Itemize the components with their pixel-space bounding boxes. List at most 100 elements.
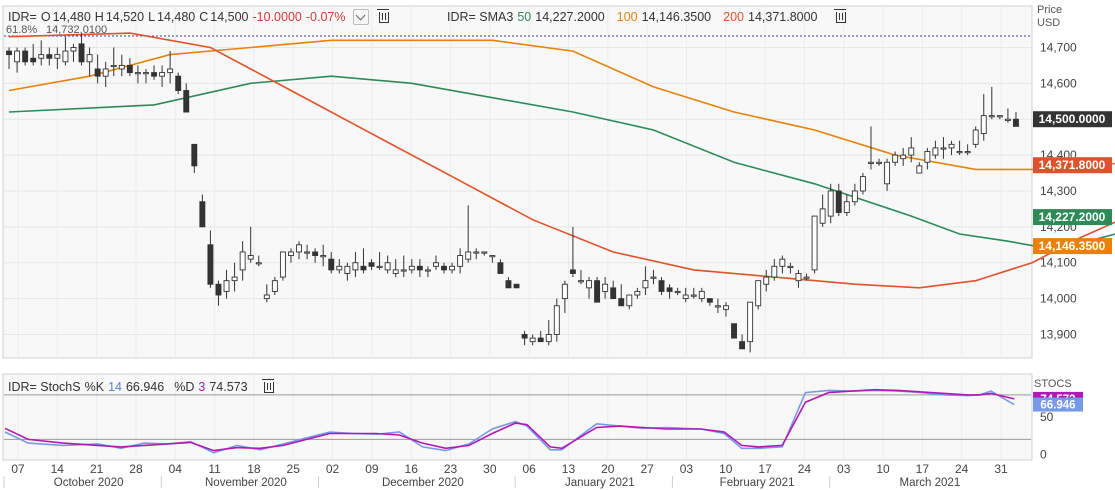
last-value-text: 14,146.3500 <box>1039 239 1106 253</box>
candle-body <box>578 280 584 283</box>
sma-legend: IDR= SMA3 50 14,227.2000 100 14,146.3500… <box>447 8 850 26</box>
candle-body <box>1004 118 1011 121</box>
candle-body <box>634 290 641 296</box>
stoch-value-tag <box>1033 397 1083 412</box>
month-label: January 2021 <box>565 477 635 489</box>
sma50-period: 50 <box>517 10 532 24</box>
stoch-value-text: 66.946 <box>1040 400 1075 412</box>
candle-body <box>755 280 762 307</box>
price-tick-label: 14,000 <box>1040 292 1077 306</box>
candle-body <box>642 280 649 289</box>
candle-body <box>408 265 415 271</box>
candle-body <box>102 68 109 77</box>
candle-body <box>940 147 947 150</box>
stoch-d-period: 3 <box>198 380 206 394</box>
candle-body <box>529 337 536 343</box>
candle-body <box>247 255 254 260</box>
week-tick-label: 27 <box>640 462 654 476</box>
candle-body <box>70 47 77 52</box>
week-tick-label: 03 <box>837 462 851 476</box>
candle-body <box>771 265 778 278</box>
candle-body <box>908 147 915 156</box>
candle-body <box>223 280 230 292</box>
stoch-grid <box>4 375 1031 459</box>
candle-body <box>723 305 729 310</box>
candle-body <box>336 265 343 271</box>
stoch-d-label: %D <box>174 380 195 394</box>
candle-body <box>465 251 472 260</box>
last-value-text: 14,500.0000 <box>1039 112 1106 126</box>
legend-change: -10.0000 <box>252 10 302 24</box>
sma200-period: 200 <box>723 10 744 24</box>
candle-body <box>569 269 576 274</box>
price-tick-label: 14,100 <box>1040 256 1077 270</box>
candle-body <box>948 143 955 149</box>
sma-line-2 <box>8 39 1115 171</box>
candle-body <box>46 54 53 59</box>
fib-value-label: 14,732.0100 <box>46 24 107 36</box>
candle-body <box>674 290 681 294</box>
candle-body <box>594 280 601 303</box>
candle-body <box>457 255 464 267</box>
candle-body <box>658 280 665 292</box>
candle-body <box>110 64 117 68</box>
candle-body <box>143 72 149 75</box>
week-tick-label: 23 <box>444 462 458 476</box>
main-legend: IDR= O 14,480 H 14,520 L 14,480 C 14,500… <box>8 8 393 26</box>
candle-body <box>811 215 818 271</box>
candle-body <box>376 265 383 268</box>
candle-body <box>424 269 431 272</box>
week-tick-label: 30 <box>483 462 497 476</box>
candle-body <box>739 341 746 350</box>
candle-body <box>400 269 407 272</box>
candle-body <box>787 265 794 268</box>
sma-line-3 <box>8 32 1115 289</box>
candle-body <box>900 154 907 160</box>
candle-body <box>779 258 786 267</box>
week-tick-label: 28 <box>129 462 143 476</box>
candle-body <box>553 305 560 335</box>
month-label: December 2020 <box>382 477 464 489</box>
stoch-tick-label: 50 <box>1040 410 1054 424</box>
fib-level: 61.8% 14,732.0100 <box>4 24 1031 37</box>
candle-body <box>62 50 69 63</box>
candle-body <box>956 151 963 154</box>
candle-body <box>416 265 423 271</box>
candle-body <box>441 265 447 271</box>
week-tick-label: 31 <box>994 462 1008 476</box>
candle-body <box>545 334 552 343</box>
candle-body <box>175 75 182 91</box>
candle-body <box>167 68 174 74</box>
time-axis: 07 14 21 28 04 11 18 25 02 09 16 23 30 06 13 20 27 03 10 17… <box>3 462 1008 489</box>
candle-body <box>868 161 874 164</box>
candle-body <box>288 251 294 256</box>
last-value-tag <box>1033 111 1112 128</box>
legend-high-label: H <box>94 10 104 24</box>
delete-trash-icon[interactable] <box>377 8 390 23</box>
candle-body <box>30 57 37 63</box>
week-tick-label: 02 <box>326 462 340 476</box>
sma200-value: 14,371.8000 <box>748 10 818 24</box>
stoch-axis: 0 50 <box>1040 410 1054 461</box>
candle-body <box>513 283 520 289</box>
stoch-legend: IDR= StochS %K 14 66.946 %D 3 74.573 <box>8 378 278 396</box>
week-tick-label: 10 <box>876 462 890 476</box>
sma-trash-icon[interactable] <box>833 8 846 23</box>
price-tick-label: 13,900 <box>1040 327 1077 341</box>
collapse-chevron-icon[interactable] <box>353 9 370 25</box>
stoch-trash-icon[interactable] <box>261 378 274 393</box>
candle-body <box>304 251 311 254</box>
candle-body <box>505 280 512 289</box>
month-label: November 2020 <box>205 477 287 489</box>
candle-body <box>159 72 166 77</box>
stoch-d-value: 74.573 <box>209 380 248 394</box>
candle-body <box>279 251 286 278</box>
candle-body <box>932 147 939 156</box>
main-grid <box>4 7 1031 357</box>
candle-body <box>183 90 190 113</box>
candle-body <box>344 265 351 274</box>
candle-body <box>54 54 61 59</box>
candle-body <box>819 208 826 224</box>
candle-body <box>537 337 544 343</box>
